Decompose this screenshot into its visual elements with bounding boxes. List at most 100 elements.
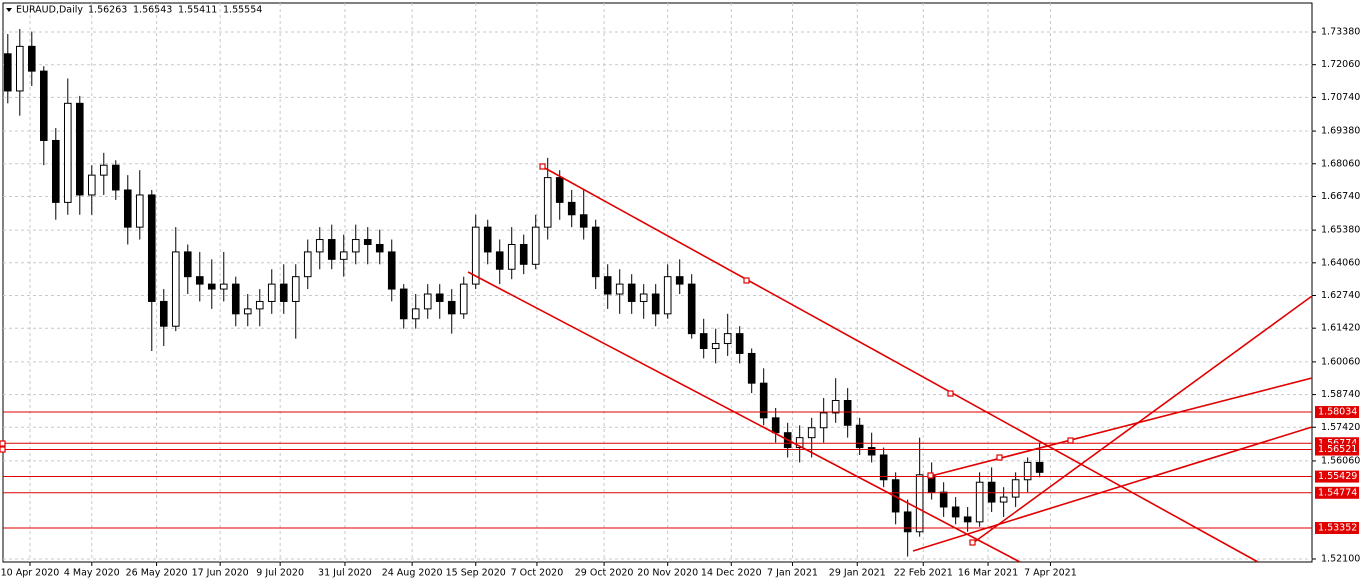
y-tick-label: 1.72060: [1321, 59, 1360, 70]
level-label-box: [1315, 486, 1359, 499]
candle-body: [39, 70, 48, 141]
handle: [969, 539, 976, 546]
plot-frame: [2, 2, 1313, 563]
candle-body: [399, 288, 408, 320]
candle-body: [795, 437, 804, 449]
y-tick-label: 1.65380: [1321, 225, 1360, 236]
y-tick-label: 1.60060: [1321, 356, 1360, 367]
candle-body: [747, 352, 756, 384]
y-tick-label: 1.58740: [1321, 389, 1360, 400]
candle-body: [411, 308, 420, 320]
candle-body: [855, 424, 864, 449]
axes: 1.73380 1.72060 1.70740 1.69380 1.68060 1.667…: [1, 27, 1361, 579]
trend-lines: [0, 163, 1313, 563]
x-tick-label: 4 May 2020: [64, 568, 120, 579]
handle: [1067, 437, 1074, 444]
candle-body: [615, 283, 624, 295]
candle-body: [63, 102, 72, 203]
level-label: 1.56521: [1318, 444, 1357, 455]
y-tick-label: 1.61420: [1321, 323, 1360, 334]
x-tick-label: 10 Apr 2020: [1, 568, 60, 579]
candle-body: [579, 214, 588, 228]
candle-body: [375, 243, 384, 253]
candle-body: [3, 53, 12, 92]
candle-body: [879, 454, 888, 481]
y-tick-label: 1.73380: [1321, 27, 1360, 38]
candle-body: [255, 300, 264, 310]
candle-body: [591, 226, 600, 278]
candle-body: [651, 293, 660, 315]
candle-body: [243, 308, 252, 315]
candle-body: [27, 45, 36, 72]
y-tick-label: 1.56060: [1321, 455, 1360, 466]
candle-body: [915, 474, 924, 533]
x-tick-label: 17 Jun 2020: [192, 568, 249, 579]
candle-body: [1035, 461, 1044, 473]
level-label-box: [1315, 470, 1359, 483]
candle-body: [15, 45, 24, 92]
candle-body: [87, 174, 96, 196]
low-price: 1.55411: [178, 5, 217, 16]
level-label: 1.53352: [1318, 522, 1357, 533]
level-label: 1.55429: [1318, 471, 1357, 482]
candle-body: [639, 293, 648, 302]
x-tick-label: 7 Jan 2021: [767, 568, 818, 579]
candle-body: [195, 276, 204, 285]
candle-body: [555, 177, 564, 203]
candle-body: [339, 251, 348, 260]
y-tick-label: 1.64060: [1321, 257, 1360, 268]
candle-body: [507, 243, 516, 270]
channel-upper: [542, 166, 1259, 563]
y-tick-label: 1.66740: [1321, 191, 1360, 202]
x-tick-label: 15 Sep 2020: [446, 568, 506, 579]
candle-body: [315, 239, 324, 253]
candle-body: [819, 412, 828, 429]
candle-body: [135, 194, 144, 228]
y-tick-label: 1.69380: [1321, 126, 1360, 137]
candle-body: [987, 481, 996, 503]
level-label-box: [1315, 443, 1359, 456]
candle-body: [267, 283, 276, 302]
candle-body: [951, 506, 960, 518]
level-label-box: [1315, 406, 1359, 419]
candle-body: [183, 251, 192, 278]
candle-body: [279, 283, 288, 302]
candle-body: [771, 417, 780, 434]
x-tick-label: 7 Apr 2021: [1024, 568, 1077, 579]
candle-body: [207, 283, 216, 290]
candle-body: [759, 382, 768, 419]
candle-body: [567, 201, 576, 216]
candle-body: [483, 226, 492, 253]
x-tick-label: 20 Nov 2020: [637, 568, 698, 579]
candle-body: [111, 164, 120, 191]
candle-body: [843, 400, 852, 426]
x-tick-label: 29 Oct 2020: [575, 568, 634, 579]
candle-body: [1011, 479, 1020, 498]
candle-body: [531, 226, 540, 265]
menu-arrow[interactable]: [6, 8, 12, 12]
candle-body: [75, 102, 84, 196]
level-label: 1.58034: [1318, 407, 1357, 418]
candle-body: [447, 300, 456, 315]
candle-body: [663, 276, 672, 315]
chart-title: EURAUD,Daily: [16, 5, 83, 16]
wedge-lower: [912, 426, 1313, 552]
candle-body: [831, 400, 840, 414]
x-tick-label: 22 Feb 2021: [894, 568, 953, 579]
close-price: 1.55554: [223, 5, 262, 16]
steep-trend: [972, 295, 1313, 544]
candle-body: [159, 300, 168, 327]
open-price: 1.56263: [88, 5, 127, 16]
level-label-box: [1315, 521, 1359, 534]
handle: [539, 163, 546, 170]
y-tick-label: 1.62740: [1321, 290, 1360, 301]
candle-body: [51, 139, 60, 203]
x-tick-label: 31 Jul 2020: [318, 568, 372, 579]
handle: [0, 446, 6, 453]
candle-body: [687, 283, 696, 335]
y-tick-label: 1.70740: [1321, 92, 1360, 103]
handle: [927, 472, 934, 479]
wedge-upper: [930, 377, 1313, 477]
y-tick-label: 1.57420: [1321, 422, 1360, 433]
